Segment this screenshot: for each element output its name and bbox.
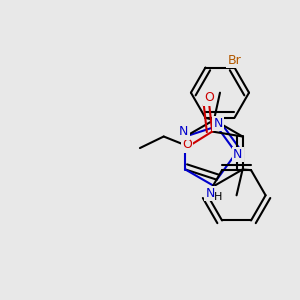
Text: N: N <box>214 117 223 130</box>
Text: O: O <box>182 138 192 152</box>
Text: N: N <box>233 148 242 161</box>
Text: O: O <box>204 92 214 104</box>
Text: H: H <box>214 192 223 203</box>
Text: N: N <box>179 125 189 139</box>
Text: N: N <box>206 187 215 200</box>
Text: Br: Br <box>228 53 242 67</box>
